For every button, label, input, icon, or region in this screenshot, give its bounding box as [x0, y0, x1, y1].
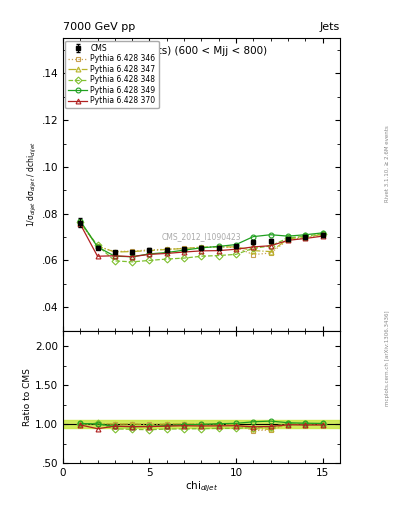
Pythia 6.428 349 [147, 251, 152, 257]
Pythia 6.428 347 [112, 249, 117, 255]
Pythia 6.428 347 [78, 220, 83, 226]
Pythia 6.428 370 [112, 253, 117, 259]
Pythia 6.428 347 [95, 243, 100, 249]
Pythia 6.428 349 [199, 245, 204, 251]
Pythia 6.428 347 [164, 246, 169, 252]
Pythia 6.428 348 [303, 233, 308, 239]
Pythia 6.428 370 [268, 243, 273, 249]
Pythia 6.428 348 [95, 242, 100, 248]
Pythia 6.428 348 [130, 259, 134, 265]
Pythia 6.428 346 [217, 244, 221, 250]
Pythia 6.428 349 [303, 231, 308, 238]
Pythia 6.428 348 [320, 231, 325, 237]
Pythia 6.428 348 [182, 255, 186, 261]
Pythia 6.428 349 [130, 253, 134, 260]
Pythia 6.428 349 [217, 243, 221, 249]
Pythia 6.428 370 [182, 249, 186, 255]
Pythia 6.428 347 [199, 244, 204, 250]
Pythia 6.428 348 [251, 245, 256, 251]
Pythia 6.428 349 [182, 247, 186, 253]
Pythia 6.428 349 [320, 230, 325, 236]
Pythia 6.428 370 [251, 244, 256, 250]
Line: Pythia 6.428 348: Pythia 6.428 348 [78, 220, 325, 264]
Pythia 6.428 370 [95, 253, 100, 259]
Bar [63, 420, 340, 428]
Pythia 6.428 346 [130, 248, 134, 254]
Pythia 6.428 346 [182, 245, 186, 251]
Pythia 6.428 370 [320, 233, 325, 239]
Pythia 6.428 370 [147, 251, 152, 258]
Pythia 6.428 349 [78, 218, 83, 224]
Pythia 6.428 346 [199, 244, 204, 250]
Pythia 6.428 370 [199, 248, 204, 254]
Pythia 6.428 348 [268, 243, 273, 249]
Pythia 6.428 370 [130, 253, 134, 260]
Pythia 6.428 347 [182, 245, 186, 251]
Pythia 6.428 347 [320, 231, 325, 238]
Pythia 6.428 346 [112, 248, 117, 254]
Pythia 6.428 347 [251, 248, 256, 254]
Pythia 6.428 370 [164, 250, 169, 257]
Pythia 6.428 347 [147, 248, 152, 254]
Pythia 6.428 346 [286, 237, 290, 243]
Line: Pythia 6.428 370: Pythia 6.428 370 [78, 222, 325, 259]
Pythia 6.428 370 [78, 221, 83, 227]
Text: mcplots.cern.ch [arXiv:1306.3436]: mcplots.cern.ch [arXiv:1306.3436] [385, 311, 390, 406]
Text: 7000 GeV pp: 7000 GeV pp [63, 22, 135, 32]
Pythia 6.428 346 [164, 246, 169, 252]
Pythia 6.428 346 [251, 251, 256, 258]
Pythia 6.428 347 [217, 244, 221, 250]
Pythia 6.428 346 [303, 234, 308, 241]
Pythia 6.428 349 [286, 233, 290, 239]
Pythia 6.428 349 [112, 253, 117, 259]
Pythia 6.428 349 [251, 233, 256, 240]
X-axis label: chi$_{dijet}$: chi$_{dijet}$ [185, 480, 218, 494]
Y-axis label: Ratio to CMS: Ratio to CMS [23, 368, 32, 426]
Y-axis label: 1/σ$_{dijet}$ dσ$_{dijet}$ / dchi$_{dijet}$: 1/σ$_{dijet}$ dσ$_{dijet}$ / dchi$_{dije… [26, 141, 39, 227]
Pythia 6.428 347 [234, 244, 239, 250]
Pythia 6.428 348 [164, 256, 169, 262]
Pythia 6.428 346 [95, 243, 100, 249]
Legend: CMS, Pythia 6.428 346, Pythia 6.428 347, Pythia 6.428 348, Pythia 6.428 349, Pyt: CMS, Pythia 6.428 346, Pythia 6.428 347,… [65, 40, 158, 109]
Pythia 6.428 349 [268, 231, 273, 238]
Text: Jets: Jets [320, 22, 340, 32]
Pythia 6.428 346 [320, 232, 325, 238]
Line: Pythia 6.428 347: Pythia 6.428 347 [78, 220, 325, 254]
Pythia 6.428 348 [112, 258, 117, 264]
Pythia 6.428 348 [217, 252, 221, 259]
Pythia 6.428 348 [286, 235, 290, 241]
Pythia 6.428 347 [286, 236, 290, 242]
Line: Pythia 6.428 346: Pythia 6.428 346 [78, 221, 325, 257]
Pythia 6.428 349 [234, 242, 239, 248]
Pythia 6.428 346 [234, 245, 239, 251]
Text: Rivet 3.1.10, ≥ 2.6M events: Rivet 3.1.10, ≥ 2.6M events [385, 125, 390, 202]
Pythia 6.428 370 [286, 237, 290, 243]
Pythia 6.428 349 [95, 244, 100, 250]
Pythia 6.428 349 [164, 249, 169, 255]
Pythia 6.428 370 [217, 248, 221, 254]
Pythia 6.428 370 [303, 236, 308, 242]
Pythia 6.428 346 [268, 250, 273, 256]
Pythia 6.428 346 [147, 247, 152, 253]
Pythia 6.428 347 [268, 248, 273, 254]
Line: Pythia 6.428 349: Pythia 6.428 349 [78, 218, 325, 259]
Pythia 6.428 347 [130, 248, 134, 254]
Pythia 6.428 346 [78, 220, 83, 226]
Pythia 6.428 370 [234, 246, 239, 252]
Pythia 6.428 348 [78, 219, 83, 225]
Pythia 6.428 348 [234, 251, 239, 258]
Text: CMS_2012_I1090423: CMS_2012_I1090423 [162, 232, 241, 242]
Pythia 6.428 348 [147, 258, 152, 264]
Pythia 6.428 348 [199, 253, 204, 259]
Pythia 6.428 347 [303, 234, 308, 240]
Text: χ (jets) (600 < Mjj < 800): χ (jets) (600 < Mjj < 800) [135, 46, 268, 56]
